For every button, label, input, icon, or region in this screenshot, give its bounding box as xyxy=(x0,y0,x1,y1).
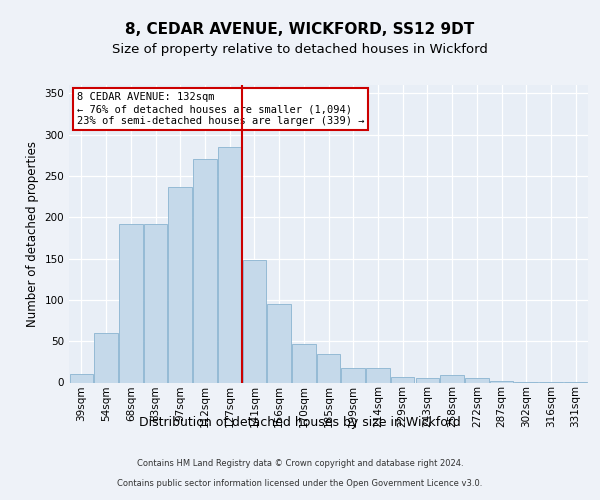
Text: Contains public sector information licensed under the Open Government Licence v3: Contains public sector information licen… xyxy=(118,480,482,488)
Bar xyxy=(70,374,93,382)
Bar xyxy=(391,376,415,382)
Y-axis label: Number of detached properties: Number of detached properties xyxy=(26,141,39,327)
Bar xyxy=(341,368,365,382)
Bar xyxy=(218,147,241,382)
Text: Contains HM Land Registry data © Crown copyright and database right 2024.: Contains HM Land Registry data © Crown c… xyxy=(137,460,463,468)
Bar xyxy=(490,381,513,382)
Bar xyxy=(440,375,464,382)
Bar xyxy=(144,224,167,382)
Bar xyxy=(465,378,488,382)
Text: Size of property relative to detached houses in Wickford: Size of property relative to detached ho… xyxy=(112,42,488,56)
Bar xyxy=(94,333,118,382)
Text: Distribution of detached houses by size in Wickford: Distribution of detached houses by size … xyxy=(139,416,461,429)
Bar xyxy=(169,186,192,382)
Bar xyxy=(268,304,291,382)
Bar xyxy=(242,260,266,382)
Text: 8, CEDAR AVENUE, WICKFORD, SS12 9DT: 8, CEDAR AVENUE, WICKFORD, SS12 9DT xyxy=(125,22,475,38)
Bar xyxy=(119,224,143,382)
Bar xyxy=(317,354,340,382)
Text: 8 CEDAR AVENUE: 132sqm
← 76% of detached houses are smaller (1,094)
23% of semi-: 8 CEDAR AVENUE: 132sqm ← 76% of detached… xyxy=(77,92,364,126)
Bar xyxy=(416,378,439,382)
Bar xyxy=(193,160,217,382)
Bar xyxy=(292,344,316,382)
Bar xyxy=(366,368,389,382)
